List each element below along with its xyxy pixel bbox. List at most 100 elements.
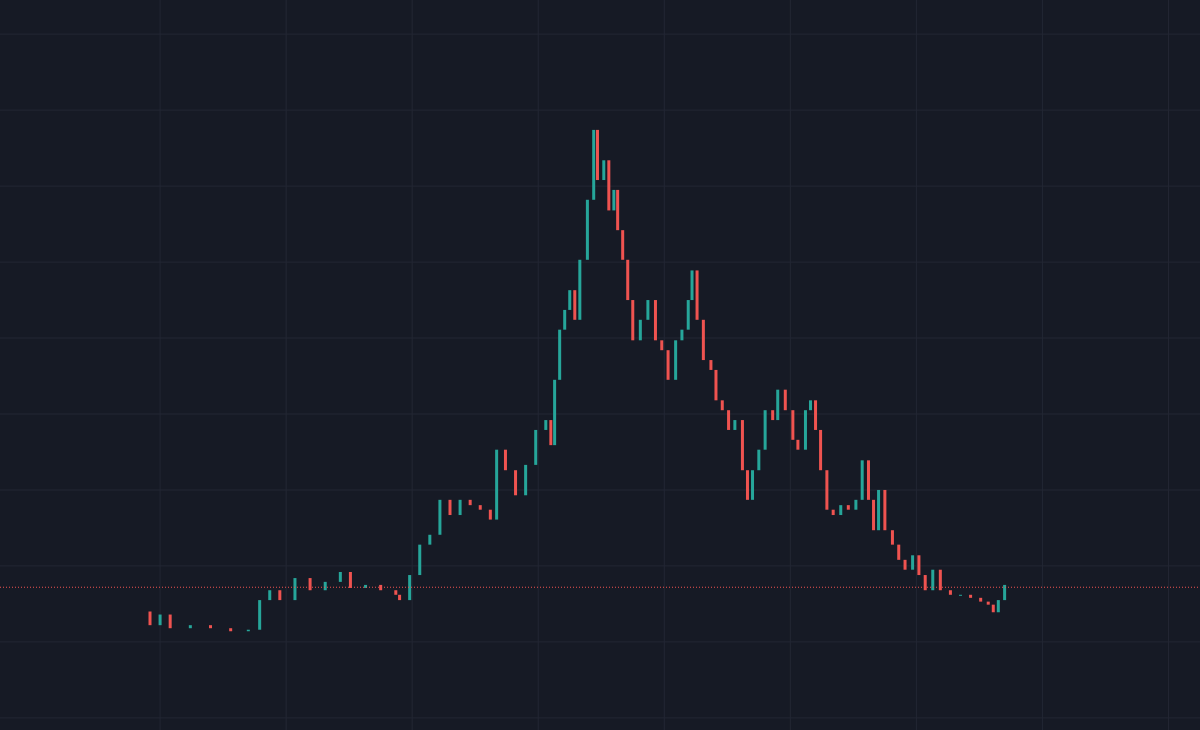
- candle: [911, 555, 915, 570]
- candle: [607, 160, 611, 211]
- candle: [938, 569, 942, 591]
- candle: [751, 470, 755, 500]
- candle: [188, 625, 192, 629]
- candle: [258, 600, 262, 630]
- candle: [148, 611, 152, 626]
- candle: [158, 614, 162, 626]
- candle: [771, 410, 775, 421]
- candle: [503, 449, 507, 471]
- candle: [763, 410, 767, 450]
- candle: [563, 309, 567, 330]
- candle: [727, 410, 731, 430]
- candle: [709, 360, 713, 370]
- candle: [733, 420, 737, 430]
- candle: [890, 530, 894, 545]
- candle: [877, 489, 881, 531]
- candle: [458, 499, 462, 516]
- candle: [839, 505, 843, 516]
- candle: [438, 499, 442, 535]
- candle: [996, 600, 1000, 613]
- candle: [776, 389, 780, 421]
- candle: [986, 601, 990, 605]
- candle: [872, 499, 876, 531]
- candle: [348, 571, 352, 588]
- candle: [585, 199, 589, 260]
- candle: [229, 628, 233, 632]
- candle: [209, 625, 213, 629]
- candle: [819, 429, 823, 471]
- candle: [680, 329, 684, 341]
- candle: [408, 575, 412, 601]
- candle: [595, 129, 599, 181]
- candle: [468, 499, 472, 506]
- candle: [831, 509, 835, 516]
- candle: [534, 429, 538, 465]
- candle: [638, 319, 642, 341]
- candle: [246, 629, 250, 632]
- candle: [740, 420, 744, 471]
- candle: [969, 594, 973, 598]
- candle: [757, 449, 761, 471]
- candle: [931, 569, 935, 591]
- candle: [803, 410, 807, 450]
- candle: [495, 449, 499, 520]
- candle: [883, 489, 887, 531]
- candle: [308, 578, 312, 591]
- candle: [674, 340, 678, 380]
- candle: [1003, 584, 1007, 601]
- candle: [646, 300, 650, 320]
- candle: [364, 584, 368, 588]
- candle: [825, 470, 829, 510]
- candle: [690, 270, 694, 301]
- candle: [621, 230, 625, 260]
- candle: [602, 160, 606, 181]
- candle: [991, 604, 995, 613]
- candle: [695, 270, 699, 320]
- candle: [448, 499, 452, 516]
- candle: [592, 129, 596, 200]
- candle: [268, 590, 272, 601]
- candle: [809, 400, 813, 411]
- candle: [948, 590, 952, 595]
- candle: [814, 400, 818, 430]
- candle: [959, 594, 963, 596]
- candle: [666, 350, 670, 380]
- candle: [903, 559, 907, 570]
- candle: [745, 470, 749, 500]
- candle: [398, 594, 402, 601]
- candle: [573, 290, 577, 320]
- candle: [558, 329, 562, 380]
- candle: [278, 590, 282, 601]
- candle: [923, 575, 927, 591]
- candle: [418, 544, 422, 576]
- candle: [660, 340, 664, 351]
- candle: [293, 578, 297, 601]
- candle: [379, 584, 383, 591]
- candle: [979, 597, 983, 602]
- candle: [897, 544, 901, 560]
- candle: [846, 505, 850, 510]
- candle: [568, 290, 572, 310]
- candle: [428, 534, 432, 545]
- candle: [553, 379, 557, 446]
- candle: [626, 259, 630, 301]
- candle: [854, 499, 858, 510]
- candle: [631, 300, 635, 341]
- candle: [917, 555, 921, 576]
- candle: [701, 319, 705, 361]
- candle: [514, 470, 518, 496]
- candle: [796, 439, 800, 450]
- candle: [866, 460, 870, 500]
- candle: [860, 460, 864, 500]
- candle: [783, 389, 787, 411]
- candle: [686, 300, 690, 330]
- candle: [549, 420, 553, 446]
- candle: [720, 400, 724, 411]
- candle: [338, 571, 342, 582]
- candle: [168, 614, 172, 629]
- candle: [714, 369, 718, 401]
- candle: [791, 410, 795, 440]
- candle: [323, 581, 327, 591]
